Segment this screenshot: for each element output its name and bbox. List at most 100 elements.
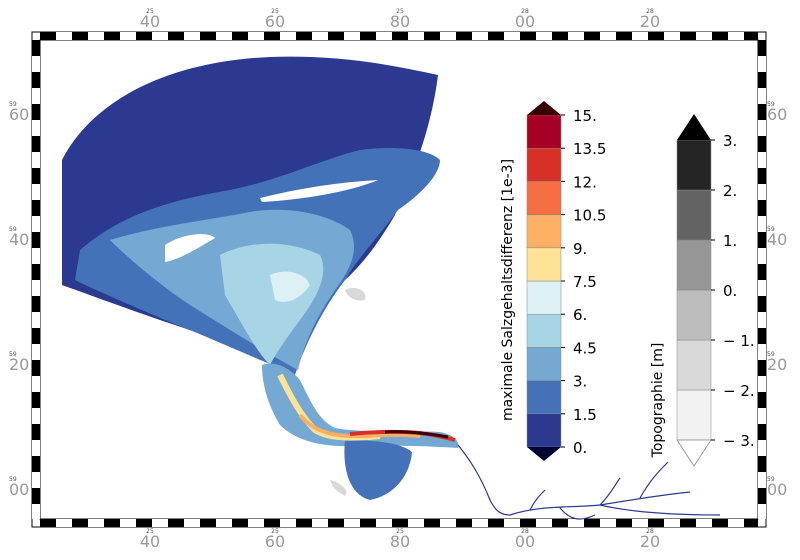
topography-colorbar-title: Topographie [m] xyxy=(650,343,666,459)
frame-tick xyxy=(32,168,40,184)
salinity-colorbar-segment xyxy=(526,413,562,448)
frame-tick xyxy=(344,519,360,527)
topography-colorbar-segment xyxy=(676,289,712,341)
frame-tick xyxy=(424,32,440,40)
frame-tick xyxy=(392,519,408,527)
topography-colorbar-tick-label: 1. xyxy=(723,232,737,250)
salinity-colorbar-tick-label: 7.5 xyxy=(573,273,597,291)
frame-tick xyxy=(312,519,328,527)
salinity-colorbar-tick-label: 3. xyxy=(573,373,587,391)
grid-label-small: 28 xyxy=(521,528,529,535)
frame-tick xyxy=(376,519,392,527)
frame-tick xyxy=(344,32,360,40)
salinity-colorbar-tick-label: 9. xyxy=(573,240,587,258)
frame-tick xyxy=(744,519,758,527)
frame-tick xyxy=(728,32,744,40)
frame-tick xyxy=(440,32,456,40)
salinity-colorbar-tick-label: 12. xyxy=(573,173,597,191)
frame-tick xyxy=(56,519,72,527)
frame-tick xyxy=(32,216,40,232)
salinity-colorbar-segment xyxy=(526,280,562,315)
grid-label: 80 xyxy=(390,532,410,551)
frame-tick xyxy=(120,32,136,40)
grid-label: 60 xyxy=(265,12,285,31)
grid-label-small: 25 xyxy=(146,8,154,15)
salinity-gradient-dark xyxy=(384,430,449,439)
frame-tick xyxy=(744,32,758,40)
grid-label-small: 25 xyxy=(271,528,279,535)
frame-tick xyxy=(32,88,40,104)
grid-label-small: 25 xyxy=(271,8,279,15)
topography-colorbar-segments xyxy=(676,114,712,467)
frame-tick xyxy=(248,32,264,40)
frame-tick xyxy=(280,519,296,527)
frame-tick xyxy=(758,264,766,280)
frame-tick xyxy=(216,519,232,527)
topography-colorbar-segment xyxy=(676,189,712,241)
island xyxy=(260,180,378,202)
frame-tick xyxy=(552,32,568,40)
frame-tick xyxy=(552,519,568,527)
coastal-region-pale xyxy=(270,271,310,302)
frame-tick xyxy=(616,519,632,527)
frame-tick xyxy=(758,88,766,104)
frame-tick xyxy=(88,32,104,40)
frame-tick xyxy=(32,360,40,376)
frame-tick xyxy=(32,408,40,424)
grid-label: 00 xyxy=(515,532,535,551)
salinity-colorbar-segment xyxy=(526,214,562,249)
grid-label-small: 59 xyxy=(767,226,775,233)
frame-tick xyxy=(248,519,264,527)
frame-tick xyxy=(56,32,72,40)
frame-tick xyxy=(32,312,40,328)
frame-tick xyxy=(32,40,40,56)
frame-tick xyxy=(376,32,392,40)
frame-tick xyxy=(32,424,40,440)
frame-tick xyxy=(264,32,280,40)
frame-tick xyxy=(758,472,766,488)
frame-tick xyxy=(32,296,40,312)
frame-tick xyxy=(712,519,728,527)
grid-label-small: 59 xyxy=(767,101,775,108)
frame-tick xyxy=(328,519,344,527)
frame-tick xyxy=(758,440,766,456)
frame-tick xyxy=(758,312,766,328)
frame-tick xyxy=(758,104,766,120)
frame-tick xyxy=(728,519,744,527)
frame-tick xyxy=(168,32,184,40)
frame-tick xyxy=(758,232,766,248)
frame-tick xyxy=(616,32,632,40)
frame-tick xyxy=(136,519,152,527)
frame-tick xyxy=(568,32,584,40)
island xyxy=(165,234,215,262)
frame-tick xyxy=(296,519,312,527)
frame-tick xyxy=(758,488,766,504)
frame-tick xyxy=(32,120,40,136)
frame-tick xyxy=(600,519,616,527)
grid-label-small: 25 xyxy=(396,528,404,535)
grid-label: 00 xyxy=(9,480,29,499)
frame-tick xyxy=(104,519,120,527)
frame-tick xyxy=(758,184,766,200)
frame-tick xyxy=(88,519,104,527)
topography-colorbar-segment xyxy=(676,239,712,291)
river-network xyxy=(457,444,721,520)
land-patch xyxy=(345,288,366,301)
frame-tick xyxy=(32,248,40,264)
topography-colorbar: − 3. − 2. − 1. 0. 1. 2. 3. Topographie [m] xyxy=(650,114,755,467)
frame-tick xyxy=(488,519,504,527)
grid-label-small: 59 xyxy=(9,101,17,108)
frame-tick xyxy=(104,32,120,40)
salinity-colorbar-segments xyxy=(526,101,562,461)
topography-colorbar-tick-label: 0. xyxy=(723,282,737,300)
grid-label: 40 xyxy=(9,230,29,249)
frame-tick xyxy=(360,32,376,40)
frame-tick xyxy=(264,519,280,527)
frame-tick xyxy=(152,519,168,527)
frame-tick xyxy=(758,360,766,376)
salinity-colorbar-segment xyxy=(526,147,562,182)
topography-colorbar-segment xyxy=(676,339,712,391)
frame-tick xyxy=(40,32,56,40)
frame-tick xyxy=(584,519,600,527)
topography-colorbar-tick-label: − 2. xyxy=(723,382,755,400)
